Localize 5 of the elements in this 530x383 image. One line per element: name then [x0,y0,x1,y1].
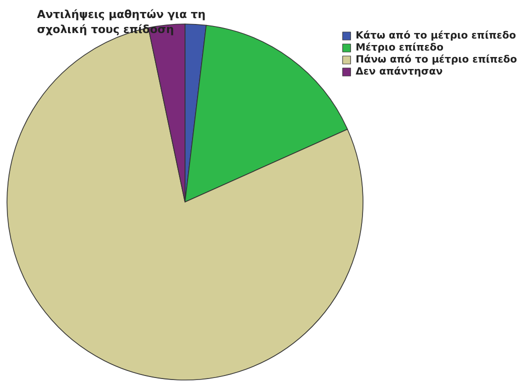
legend-label: Δεν απάντησαν [356,66,443,78]
legend-label: Πάνω από το μέτριο επίπεδο [356,54,518,66]
chart-title: Αντιλήψεις μαθητών για τη σχολική τους επίδοση [37,8,210,36]
legend-label: Κάτω από το μέτριο επίπεδο [356,30,516,42]
legend-label: Μέτριο επίπεδο [356,42,444,54]
